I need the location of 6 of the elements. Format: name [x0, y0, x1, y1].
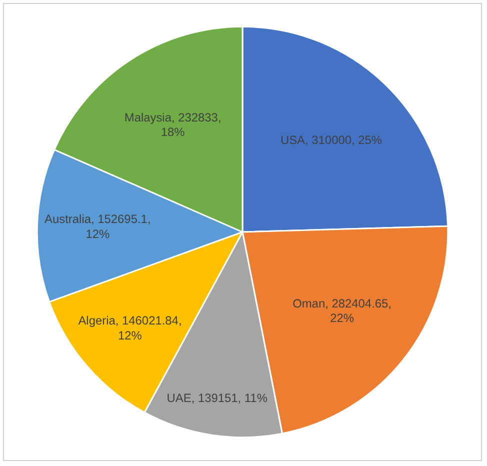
slice-label: UAE, 139151, 11%: [166, 390, 268, 405]
slice-label: Oman, 282404.65, 22%: [292, 296, 392, 326]
slice-label: Algeria, 146021.84, 12%: [78, 314, 182, 342]
slice-label: Australia, 152695.1, 12%: [44, 212, 151, 242]
slice-label: Malaysia, 232833, 18%: [124, 110, 222, 140]
slice-label: USA, 310000, 25%: [280, 132, 382, 147]
